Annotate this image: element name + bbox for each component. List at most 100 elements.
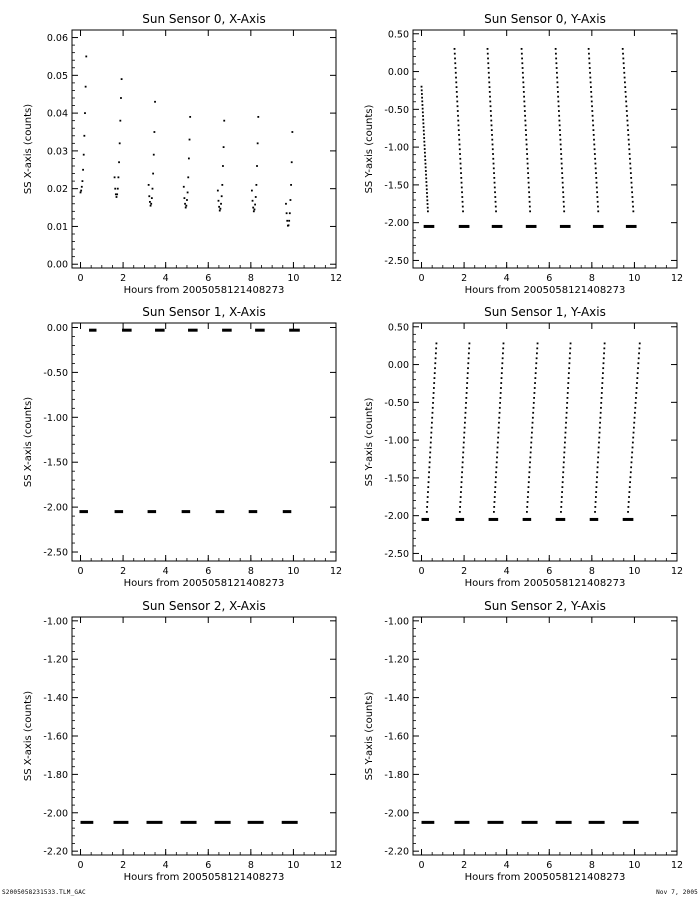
data-point: [630, 456, 633, 459]
data-point: [557, 105, 560, 108]
x-tick-label: 2: [461, 273, 467, 284]
data-point: [288, 219, 291, 222]
data-point: [631, 446, 634, 449]
data-point: [497, 431, 500, 434]
data-point: [496, 446, 499, 449]
data-points: [80, 820, 298, 824]
data-point: [424, 159, 427, 161]
data-point: [558, 124, 561, 127]
data-point: [460, 476, 463, 479]
data-point: [460, 181, 463, 184]
data-point: [593, 143, 596, 146]
data-point: [559, 138, 562, 141]
x-tick-label: 12: [671, 273, 683, 284]
data-point: [561, 181, 564, 184]
data-point: [500, 382, 503, 384]
data-point: [559, 133, 562, 136]
data-point: [421, 107, 424, 110]
flat-segment: [592, 224, 604, 228]
data-point: [532, 401, 535, 404]
data-point: [454, 62, 457, 65]
data-point: [635, 392, 638, 394]
data-point: [635, 387, 638, 389]
data-point: [429, 451, 432, 454]
data-point: [493, 496, 496, 498]
data-point: [600, 401, 603, 404]
data-point: [290, 161, 293, 164]
data-point: [528, 476, 530, 479]
data-point: [422, 115, 424, 117]
data-point: [560, 148, 562, 151]
data-point: [183, 197, 186, 200]
data-point: [80, 185, 83, 188]
data-point: [521, 67, 524, 69]
data-point: [425, 510, 428, 513]
x-axis-label: Hours from 2005058121408273: [465, 285, 626, 296]
data-point: [432, 392, 435, 394]
data-point: [556, 81, 559, 84]
data-point: [535, 357, 538, 360]
data-point: [526, 506, 529, 508]
data-point: [561, 172, 564, 175]
data-point: [286, 219, 289, 222]
data-point: [497, 426, 500, 429]
data-point: [493, 176, 496, 179]
upper-segment: [255, 328, 265, 332]
data-point: [84, 112, 86, 115]
data-point: [494, 196, 497, 198]
data-point: [594, 510, 596, 513]
data-point: [426, 206, 429, 209]
flat-segment: [487, 820, 504, 824]
data-point: [496, 441, 499, 444]
x-axis-label: Hours from 2005058121408273: [124, 872, 285, 883]
data-point: [528, 196, 531, 198]
data-point: [459, 167, 462, 170]
data-point: [632, 205, 634, 208]
upper-segment: [289, 328, 300, 332]
data-point: [565, 406, 568, 409]
data-point: [495, 471, 498, 474]
data-point: [149, 204, 152, 207]
flat-segment: [454, 820, 470, 824]
data-point: [532, 411, 535, 414]
data-point: [428, 471, 430, 474]
data-point: [427, 481, 430, 484]
data-point: [118, 142, 121, 145]
data-point: [435, 347, 438, 350]
data-point: [632, 431, 635, 434]
data-point: [598, 426, 601, 429]
data-point: [522, 81, 525, 84]
data-point: [84, 85, 87, 88]
data-point: [633, 416, 636, 419]
data-point: [635, 397, 637, 399]
data-point: [528, 466, 531, 469]
data-point: [556, 90, 559, 93]
data-point: [494, 481, 497, 484]
data-point: [555, 71, 558, 74]
data-point: [184, 202, 186, 205]
data-point: [454, 71, 457, 74]
y-tick-label: -0.50: [384, 105, 409, 116]
data-point: [589, 86, 592, 89]
data-point: [595, 186, 598, 189]
data-point: [599, 421, 602, 424]
data-point: [626, 124, 629, 127]
data-point: [83, 134, 86, 137]
data-point: [468, 347, 471, 350]
data-point: [492, 162, 495, 165]
data-points: [79, 328, 300, 514]
data-point: [223, 119, 226, 122]
data-point: [596, 200, 599, 203]
y-tick-label: -1.00: [43, 616, 68, 627]
data-point: [221, 183, 224, 186]
data-point: [423, 137, 426, 139]
data-point: [526, 153, 528, 155]
x-tick-label: 0: [418, 860, 424, 871]
data-point: [488, 81, 491, 84]
file-label: S2005058231533.TLM_GAC: [2, 889, 86, 896]
data-point: [427, 491, 429, 493]
data-point: [532, 406, 535, 409]
data-point: [595, 486, 598, 489]
data-point: [593, 138, 595, 141]
data-point: [628, 148, 631, 151]
